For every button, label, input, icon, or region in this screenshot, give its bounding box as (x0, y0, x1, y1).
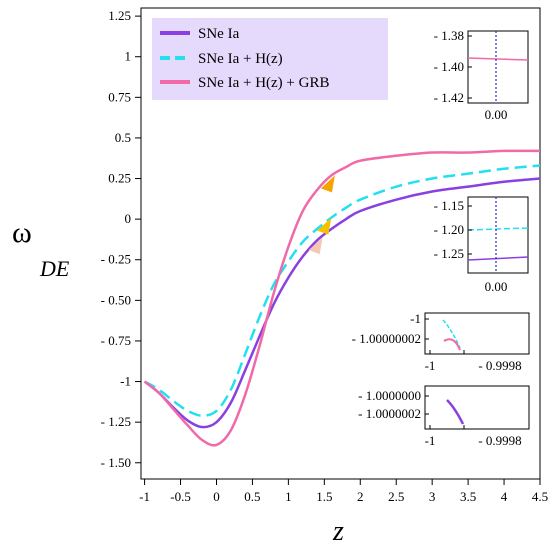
y-tick-label: -1 (120, 374, 131, 389)
y-tick-label: - 1.25 (101, 414, 131, 429)
legend-box (152, 18, 388, 100)
inset-2-frame (467, 196, 529, 274)
inset-1-ytick-label: - 1.42 (434, 90, 464, 105)
x-axis-title: z (332, 516, 344, 547)
direction-marker (308, 237, 323, 255)
y-tick-label: 1.25 (108, 8, 131, 23)
y-axis-ticks: 1.25 1 0.75 0.5 0.25 0 - 0.25 - 0.50 - 0.75 -1 - 1… (101, 8, 141, 470)
legend-label-sne-ia: SNe Ia (198, 26, 240, 42)
x-tick-label: -1 (139, 489, 150, 504)
series-layer (143, 149, 541, 447)
inset-2: - 1.15 - 1.20 - 1.25 0.00 (434, 196, 529, 294)
inset-4: - 1.0000000 - 1.0000002 -1 - 0.9998 (358, 385, 530, 448)
direction-marker (320, 175, 335, 193)
x-tick-label: 2.5 (388, 489, 404, 504)
inset-3-frame (424, 312, 530, 355)
direction-marker (317, 217, 332, 235)
inset-3: -1 - 1.00000002 -1 - 0.9998 (352, 311, 530, 373)
series-line-sne-ia (143, 177, 541, 429)
marker-layer (308, 175, 335, 255)
legend: SNe Ia SNe Ia + H(z) SNe Ia + H(z) + GRB (152, 18, 388, 100)
inset-4-xtick-label: - 0.9998 (478, 433, 521, 448)
x-tick-label: 1 (285, 489, 292, 504)
inset-1: - 1.38 - 1.40 - 1.42 0.00 (434, 28, 529, 122)
x-tick-label: 3.5 (460, 489, 476, 504)
y-tick-label: 0.75 (108, 89, 131, 104)
legend-label-sne-ia-hz-grb: SNe Ia + H(z) + GRB (198, 75, 329, 91)
inset-2-ytick-label: - 1.25 (434, 246, 464, 261)
x-tick-label: 2 (357, 489, 364, 504)
inset-1-ytick-label: - 1.38 (434, 28, 464, 43)
inset-3-ytick-label: -1 (410, 311, 421, 326)
y-tick-label: 0 (125, 211, 132, 226)
inset-4-ytick-label: - 1.0000002 (358, 406, 421, 421)
inset-3-series-line (443, 338, 461, 351)
inset-4-xtick-label: -1 (425, 433, 436, 448)
series-line-sne-ia-hz-grb (143, 149, 541, 447)
inset-1-ytick-label: - 1.40 (434, 59, 464, 74)
x-tick-label: 3 (429, 489, 436, 504)
x-tick-label: 0.5 (244, 489, 260, 504)
inset-2-series-line (467, 256, 529, 261)
x-tick-label: 1.5 (316, 489, 332, 504)
series-line-sne-ia-hz (143, 164, 541, 417)
y-axis-title-subscript: DE (39, 256, 70, 281)
inset-1-frame (467, 30, 529, 104)
inset-2-series-line (467, 227, 529, 231)
inset-3-series-line (442, 319, 461, 349)
inset-2-ytick-label: - 1.20 (434, 222, 464, 237)
y-tick-label: - 0.25 (101, 252, 131, 267)
inset-2-xtick-label: 0.00 (485, 279, 508, 294)
y-tick-label: 0.5 (115, 130, 131, 145)
y-tick-label: 0.25 (108, 171, 131, 186)
inset-4-frame (424, 385, 530, 430)
inset-3-xtick-label: -1 (425, 358, 436, 373)
y-tick-label: - 0.50 (101, 292, 131, 307)
legend-label-sne-ia-hz: SNe Ia + H(z) (198, 51, 283, 67)
inset-3-xtick-label: - 0.9998 (478, 358, 521, 373)
inset-2-ytick-label: - 1.15 (434, 198, 464, 213)
inset-4-ytick-label: - 1.0000000 (358, 388, 421, 403)
x-tick-label: 0 (213, 489, 220, 504)
x-axis-ticks: -1 -0.5 0 0.5 1 1.5 2 2.5 3 3.5 4 4.5 (139, 479, 548, 504)
inset-1-series-line (467, 57, 529, 61)
inset-3-ytick-label: - 1.00000002 (352, 331, 421, 346)
y-tick-label: - 0.75 (101, 333, 131, 348)
plot-frame (140, 7, 541, 480)
x-tick-label: -0.5 (170, 489, 191, 504)
y-tick-label: 1 (125, 49, 132, 64)
y-axis-title: ω (12, 216, 32, 249)
inset-1-xtick-label: 0.00 (485, 107, 508, 122)
inset-4-series-line (446, 399, 465, 425)
y-tick-label: - 1.50 (101, 455, 131, 470)
x-tick-label: 4 (501, 489, 508, 504)
x-tick-label: 4.5 (532, 489, 548, 504)
